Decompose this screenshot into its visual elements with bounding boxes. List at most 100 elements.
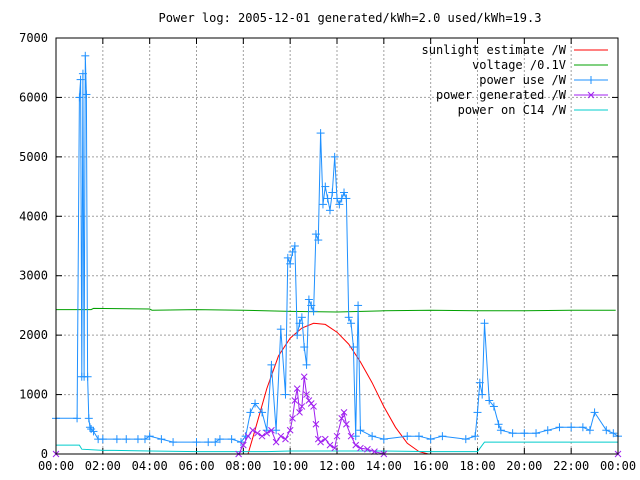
x-tick-label: 10:00 [272,459,308,473]
x-tick-label: 12:00 [319,459,355,473]
data-point [485,396,494,405]
data-point [283,253,292,262]
data-point [438,432,447,441]
data-point [244,432,252,440]
data-point [289,414,296,422]
data-point [342,194,351,203]
data-point [314,236,323,245]
data-point [328,188,337,197]
data-point [288,247,297,256]
x-tick-label: 02:00 [85,459,121,473]
data-point [145,432,154,441]
data-point [295,319,304,328]
y-tick-label: 2000 [19,328,48,342]
data-point [307,301,316,310]
x-tick-label: 14:00 [366,459,402,473]
data-point [227,435,236,444]
data-point [351,432,360,441]
data-point [286,426,294,434]
data-point [508,429,517,438]
data-point [84,414,93,423]
data-point [276,325,285,334]
data-point [78,69,87,78]
data-point [140,435,149,444]
data-point [192,438,201,447]
y-tick-label: 0 [41,447,48,461]
data-point [267,360,276,369]
data-point [251,399,260,408]
chart-title: Power log: 2005-12-01 generated/kWh=2.0 … [159,11,542,25]
data-point [304,295,313,304]
legend-label: sunlight estimate /W [422,43,567,57]
data-point [321,182,330,191]
data-point [426,435,435,444]
data-point [254,429,261,437]
data-point [85,423,94,432]
data-point [169,438,178,447]
y-tick-label: 6000 [19,90,48,104]
data-point [82,90,91,99]
legend-label: power generated /W [436,88,567,102]
data-point [204,438,213,447]
data-point [471,432,480,441]
chart-series [52,51,622,458]
data-point [293,331,302,340]
legend-entry: voltage /0.1V [472,58,608,72]
data-point [349,343,358,352]
data-point [83,372,92,381]
data-point [347,432,355,440]
series-line [56,307,616,313]
data-point [343,420,350,428]
data-point [333,432,341,440]
data-point [585,426,594,435]
data-point [609,429,618,438]
x-tick-label: 08:00 [225,459,261,473]
data-point [340,409,348,416]
legend-entry: power use /W [479,73,608,87]
data-point [356,426,365,435]
data-point [357,444,364,452]
data-point [323,194,332,203]
data-point [157,435,166,444]
series-line [56,441,618,453]
legend-label: power on C14 /W [458,103,567,117]
data-point [578,423,587,432]
legend-label: power use /W [479,73,566,87]
data-point [298,403,306,410]
data-point [300,343,309,352]
data-point [133,435,142,444]
data-point [211,438,220,447]
data-point [291,397,299,404]
y-tick-label: 3000 [19,269,48,283]
data-point [81,51,90,60]
series-line [247,322,429,455]
data-point [347,319,356,328]
data-point [246,408,255,417]
plot-frame [55,37,619,455]
x-tick-label: 18:00 [459,459,495,473]
x-tick-label: 22:00 [553,459,589,473]
data-point [368,432,377,441]
data-point [239,441,247,449]
data-point [310,403,317,410]
data-point [379,435,388,444]
data-point [286,259,295,268]
data-point [326,441,334,449]
data-point [494,420,503,429]
data-point [489,402,498,411]
data-point [112,435,121,444]
x-axis: 00:00 02:00 04:00 06:00 08:00 10:00 12:00 14:00… [38,38,636,473]
data-point [496,426,505,435]
data-point [335,200,344,209]
legend-entry: sunlight estimate /W [422,43,608,57]
data-point [325,206,334,215]
data-point [478,390,487,399]
data-point [297,313,306,322]
data-point [532,429,541,438]
data-point [555,423,564,432]
data-point [300,373,308,381]
data-point [352,441,360,449]
x-tick-label: 00:00 [600,459,636,473]
